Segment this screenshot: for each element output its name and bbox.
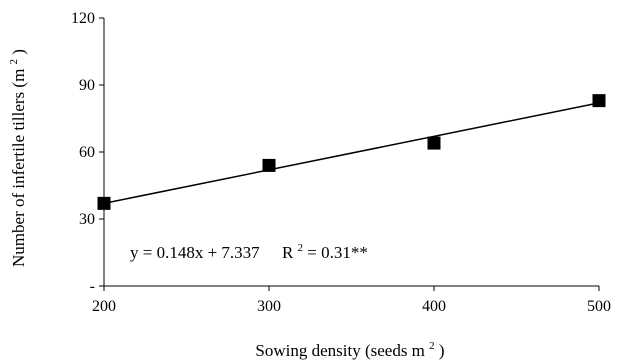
regression-equation: y = 0.148x + 7.337 R 2 = 0.31** <box>130 236 368 262</box>
x-axis-title-end: ) <box>439 341 445 360</box>
y-axis-title-superscript: 2 <box>8 59 20 65</box>
y-tick-label: - <box>90 278 95 295</box>
x-tick-label: 300 <box>257 298 281 315</box>
x-tick-label: 500 <box>587 298 611 315</box>
y-ticks: - 30 60 90 120 <box>71 10 104 295</box>
y-tick-label: 60 <box>79 144 95 161</box>
x-axis-title-main: Sowing density (seeds m <box>255 341 425 360</box>
equation-text: y = 0.148x + 7.337 <box>130 243 260 262</box>
x-axis-title-superscript: 2 <box>429 340 435 352</box>
x-ticks: 200 300 400 500 <box>92 286 611 315</box>
y-tick-label: 120 <box>71 10 95 27</box>
plot-area: - 30 60 90 120 200 300 400 500 <box>71 10 611 315</box>
r2-superscript: 2 <box>298 242 304 254</box>
y-axis-title-end: ) <box>9 49 28 55</box>
r2-prefix: R <box>282 243 294 262</box>
x-tick-label: 200 <box>92 298 116 315</box>
y-axis-title-main: Number of infertile tillers (m <box>9 69 28 267</box>
x-tick-label: 400 <box>422 298 446 315</box>
data-point <box>262 158 276 172</box>
y-tick-label: 30 <box>79 211 95 228</box>
y-tick-label: 90 <box>79 77 95 94</box>
data-markers <box>97 94 606 210</box>
y-axis-title: Number of infertile tillers (m 2 ) <box>2 49 28 267</box>
r2-value: = 0.31** <box>307 243 368 262</box>
x-axis-title: Sowing density (seeds m 2 ) <box>255 334 444 360</box>
data-point <box>97 196 111 210</box>
data-point <box>592 94 606 108</box>
trendline <box>103 102 600 205</box>
data-point <box>427 136 441 150</box>
